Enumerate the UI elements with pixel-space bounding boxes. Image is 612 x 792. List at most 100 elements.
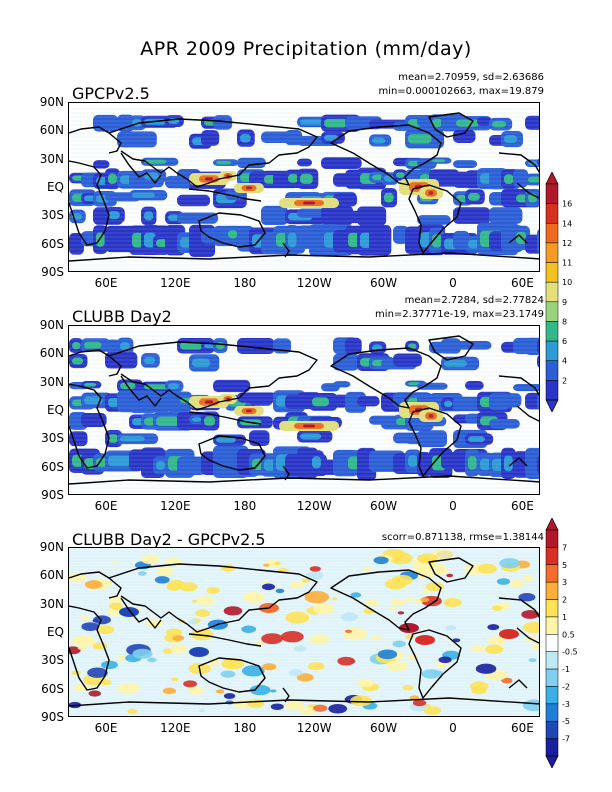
precip-region bbox=[444, 360, 467, 367]
coastline bbox=[108, 118, 318, 188]
panel-3-lon-label: 120W bbox=[296, 721, 332, 735]
precip-region bbox=[168, 383, 180, 390]
diff-region bbox=[111, 560, 119, 565]
colorbar-segment bbox=[545, 262, 559, 283]
diff-region bbox=[288, 669, 303, 677]
colorbar-segment bbox=[545, 720, 559, 739]
diff-region bbox=[365, 599, 379, 607]
coastline bbox=[108, 563, 318, 633]
colorbar-segment bbox=[545, 616, 559, 635]
panel-2-lat-label: 30S bbox=[41, 431, 64, 446]
diff-region bbox=[487, 624, 500, 631]
diff-region bbox=[223, 606, 243, 616]
precip-region bbox=[192, 358, 211, 368]
colorbar-tick-label: 11 bbox=[562, 259, 572, 268]
panel-3-lat-label: 60S bbox=[41, 681, 64, 696]
colorbar-top-arrow bbox=[545, 172, 559, 185]
diff-region bbox=[183, 680, 198, 688]
precip-region bbox=[537, 117, 539, 130]
coastline bbox=[69, 697, 539, 707]
panel-2-lon-label: 60E bbox=[94, 499, 118, 513]
diff-region bbox=[166, 628, 182, 637]
colorbar-tick-label: 2 bbox=[562, 596, 567, 605]
diff-region bbox=[331, 597, 338, 601]
precip-region bbox=[237, 338, 275, 354]
colorbar-tick-label: 5 bbox=[562, 561, 567, 570]
coastline bbox=[516, 405, 539, 422]
precip-region bbox=[333, 353, 359, 371]
colorbar-segment bbox=[545, 301, 559, 322]
diff-region bbox=[296, 673, 314, 682]
colorbar-tick-label: 14 bbox=[562, 219, 572, 228]
panel-2-lon-label: 60W bbox=[370, 499, 398, 513]
precip-region bbox=[213, 115, 233, 130]
colorbar-segment bbox=[545, 223, 559, 244]
precip-region bbox=[156, 416, 181, 426]
precip-region bbox=[504, 135, 518, 144]
panel-1-lat-label: 30S bbox=[41, 208, 64, 223]
precip-region bbox=[144, 232, 156, 248]
diff-region bbox=[220, 670, 236, 678]
diff-region bbox=[71, 670, 81, 676]
precip-region bbox=[408, 343, 417, 349]
diff-region bbox=[496, 578, 511, 585]
precip-region bbox=[168, 214, 180, 221]
precip-region bbox=[69, 233, 84, 255]
diff-region bbox=[77, 646, 86, 651]
panel-1-lon-label: 120E bbox=[160, 276, 191, 290]
colorbar-bottom-arrow bbox=[545, 399, 559, 412]
panel-2-lon-label: 120W bbox=[296, 499, 332, 513]
precip-region bbox=[84, 396, 103, 405]
diff-region bbox=[156, 567, 174, 576]
diff-region bbox=[509, 579, 525, 588]
panel-1-lat-label: 60N bbox=[39, 123, 64, 138]
coastline bbox=[69, 605, 110, 691]
colorbar-tick-label: 9 bbox=[562, 298, 567, 307]
diff-region bbox=[192, 599, 199, 603]
coastline bbox=[188, 188, 262, 202]
diff-region bbox=[391, 598, 406, 606]
panel-2-lon-label: 0 bbox=[449, 499, 457, 513]
panel-1-lon-label: 60E bbox=[510, 276, 534, 290]
diff-region bbox=[162, 687, 177, 695]
panel-3-lon-label: 60W bbox=[370, 721, 398, 735]
diff-region bbox=[370, 634, 382, 641]
panel-1-lon-label: 0 bbox=[449, 276, 457, 290]
diff-region bbox=[284, 700, 304, 711]
diff-core bbox=[119, 607, 139, 617]
diff-core bbox=[415, 635, 435, 645]
colorbar-segment bbox=[545, 529, 559, 548]
precip-region bbox=[384, 192, 394, 203]
diff-region bbox=[518, 592, 536, 602]
diff-region bbox=[308, 662, 325, 671]
diff-region bbox=[117, 655, 127, 661]
colorbar-segment bbox=[545, 340, 559, 361]
precip-region bbox=[432, 159, 446, 163]
coastline bbox=[428, 557, 474, 583]
panel-1-lon-label: 60E bbox=[94, 276, 118, 290]
diff-region bbox=[309, 566, 321, 572]
precip-region bbox=[537, 355, 539, 368]
diff-region bbox=[270, 703, 284, 710]
panel-3-map bbox=[68, 547, 540, 717]
colorbar-segment bbox=[545, 738, 559, 757]
diff-region bbox=[262, 580, 269, 584]
diff-region bbox=[397, 611, 405, 615]
precip-region bbox=[489, 207, 523, 224]
colorbar-tick-label: -0.5 bbox=[562, 648, 578, 657]
colorbar-segment bbox=[545, 668, 559, 687]
diff-region bbox=[487, 636, 507, 646]
colorbar-segment bbox=[545, 360, 559, 381]
diff-region bbox=[305, 571, 324, 580]
diff-region bbox=[99, 679, 112, 686]
colorbar-tick-label: 2 bbox=[562, 376, 567, 385]
coastline bbox=[498, 375, 539, 397]
precip-region bbox=[84, 341, 102, 349]
colorbar-segment bbox=[545, 651, 559, 670]
diff-region bbox=[350, 695, 372, 707]
diff-region bbox=[195, 609, 211, 618]
diff-region bbox=[443, 597, 462, 608]
diff-core bbox=[189, 647, 209, 657]
precip-region bbox=[477, 116, 492, 127]
precip-core bbox=[303, 201, 315, 205]
